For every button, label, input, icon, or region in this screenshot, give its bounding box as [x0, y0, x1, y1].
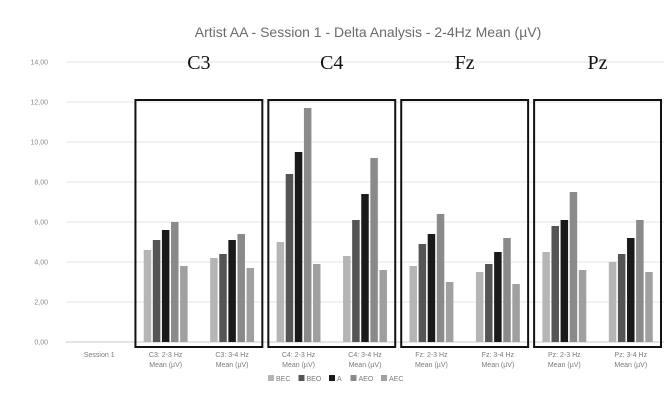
x-tick-label-line: Mean (µV): [415, 362, 448, 369]
bar-bec: [409, 266, 417, 342]
x-tick-label-line: Mean (µV): [548, 362, 581, 369]
bar-aeo: [569, 192, 578, 342]
bar-bec: [210, 258, 218, 342]
bar-beo: [219, 254, 227, 342]
bar-bec: [542, 252, 550, 342]
channel-label: Pz: [588, 52, 608, 74]
bar-bec: [143, 250, 152, 342]
chart-title: Artist AA - Session 1 - Delta Analysis -…: [195, 24, 542, 40]
legend-label: BEC: [276, 376, 290, 383]
bar-aec: [645, 272, 653, 342]
bar-bec: [343, 256, 351, 342]
legend-swatch: [381, 375, 387, 381]
legend-label: AEC: [389, 376, 403, 383]
bar-a: [627, 238, 635, 342]
x-tick-label-line: C3: 2-3 Hz: [149, 352, 183, 359]
bar-bec: [475, 272, 484, 342]
bar-a: [361, 194, 369, 342]
y-tick-label: 14,00: [30, 60, 48, 67]
y-tick-label: 4,00: [34, 260, 48, 267]
x-tick-label-line: Mean (µV): [481, 362, 514, 369]
x-axis-categories: Session 1 C3: 2-3 Hz Mean (µV) C3: 3-4 Hz Me…: [84, 352, 648, 369]
x-tick-label-line: Pz: 2-3 Hz: [548, 352, 581, 359]
bar-a: [228, 240, 236, 342]
bar-aeo: [303, 108, 312, 342]
bar-beo: [285, 174, 294, 342]
bar-a: [560, 220, 569, 342]
bar-beo: [551, 226, 559, 342]
channel-label: Fz: [455, 52, 475, 74]
legend-label: A: [337, 376, 342, 383]
channel-box: [134, 99, 264, 348]
channel-box: [533, 99, 662, 348]
bar-aec: [578, 270, 587, 342]
bars: [143, 108, 653, 342]
x-tick-label: Fz: 2-3 Hz Mean (µV): [415, 352, 448, 369]
y-tick-label: 6,00: [34, 220, 48, 227]
legend-label: BEO: [307, 376, 322, 383]
x-tick-label: C4: 2-3 Hz Mean (µV): [282, 352, 316, 369]
bar-aeo: [237, 234, 245, 342]
legend-swatch: [350, 375, 357, 381]
bar-aec: [180, 266, 188, 342]
bar-aeo: [436, 214, 445, 342]
legend-swatch: [298, 375, 305, 381]
bar-aec: [379, 270, 387, 342]
bar-bec: [608, 262, 617, 342]
channel-label: C4: [320, 52, 343, 74]
bar-a: [427, 234, 436, 342]
bar-beo: [418, 244, 427, 342]
bar-aec: [445, 282, 454, 342]
bar-a: [294, 152, 303, 342]
x-tick-label: C3: 3-4 Hz Mean (µV): [215, 352, 249, 369]
legend-label: AEO: [359, 376, 374, 383]
y-tick-label: 8,00: [34, 180, 48, 187]
channel-boxes: C3 C4 Fz Pz: [134, 52, 662, 348]
x-tick-label-line: C4: 3-4 Hz: [348, 352, 382, 359]
y-tick-label: 10,00: [30, 140, 48, 147]
bar-aeo: [636, 220, 644, 342]
x-tick-label-line: Session 1: [84, 352, 115, 359]
channel-box: [267, 99, 397, 348]
bar-aeo: [503, 238, 511, 342]
bar-bec: [276, 242, 285, 342]
x-tick-label: Pz: 2-3 Hz Mean (µV): [548, 352, 581, 369]
y-axis-ticks: 0,00 2,00 4,00 6,00 8,00 10,00 12,00 14,00: [30, 60, 48, 347]
x-tick-label-line: Fz: 3-4 Hz: [482, 352, 515, 359]
bar-a: [161, 230, 170, 342]
bar-a: [494, 252, 502, 342]
legend-swatch: [268, 375, 274, 381]
bar-beo: [485, 264, 493, 342]
x-tick-label-line: Mean (µV): [149, 362, 182, 369]
bar-beo: [152, 240, 161, 342]
bar-aec: [246, 268, 255, 342]
x-tick-label-line: Mean (µV): [282, 362, 315, 369]
x-tick-label: C4: 3-4 Hz Mean (µV): [348, 352, 382, 369]
x-tick-label-line: Mean (µV): [349, 362, 382, 369]
x-tick-label-line: Mean (µV): [614, 362, 647, 369]
x-tick-label-line: Fz: 2-3 Hz: [415, 352, 448, 359]
channel-box: [400, 99, 530, 348]
x-tick-label: C3: 2-3 Hz Mean (µV): [149, 352, 183, 369]
x-tick-label: Pz: 3-4 Hz Mean (µV): [614, 352, 647, 369]
x-tick-label-line: Mean (µV): [216, 362, 249, 369]
legend: BEC BEO A AEO AEC: [268, 375, 403, 383]
x-tick-label-line: C4: 2-3 Hz: [282, 352, 316, 359]
x-tick-label: Session 1: [84, 352, 115, 359]
x-tick-label-line: C3: 3-4 Hz: [215, 352, 249, 359]
legend-swatch: [329, 375, 335, 381]
bar-aeo: [171, 222, 179, 342]
y-tick-label: 12,00: [30, 100, 48, 107]
y-tick-label: 2,00: [34, 300, 48, 307]
y-tick-label: 0,00: [34, 340, 48, 347]
bar-beo: [617, 254, 626, 342]
bar-aec: [512, 284, 520, 342]
bar-aeo: [370, 158, 378, 342]
x-tick-label-line: Pz: 3-4 Hz: [614, 352, 647, 359]
x-tick-label: Fz: 3-4 Hz Mean (µV): [481, 352, 514, 369]
channel-label: C3: [187, 52, 210, 74]
bar-aec: [313, 264, 321, 342]
bar-beo: [352, 220, 360, 342]
